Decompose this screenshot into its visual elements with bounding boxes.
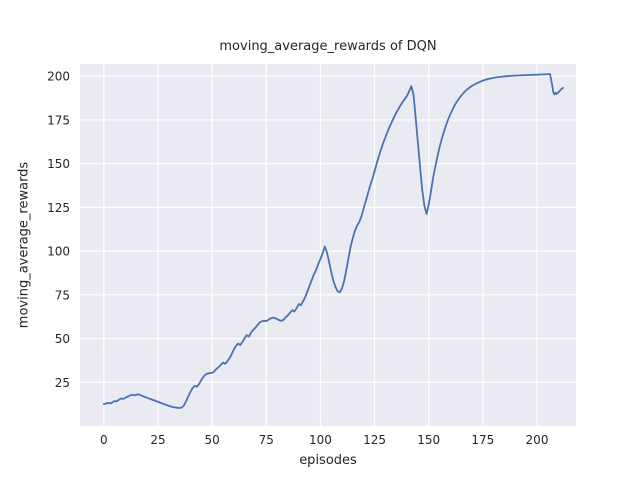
y-tick-label: 150 xyxy=(47,157,70,171)
x-tick-label: 50 xyxy=(204,433,219,447)
x-tick-label: 75 xyxy=(259,433,274,447)
x-tick-label: 175 xyxy=(471,433,494,447)
x-tick-label: 125 xyxy=(363,433,386,447)
reward-line xyxy=(102,73,564,409)
x-tick-label: 150 xyxy=(417,433,440,447)
chart-title: moving_average_rewards of DQN xyxy=(219,39,437,54)
x-axis-label: episodes xyxy=(299,453,357,468)
y-tick-label: 50 xyxy=(55,332,70,346)
plot-background xyxy=(80,64,576,426)
x-tick-label: 100 xyxy=(309,433,332,447)
y-axis-label: moving_average_rewards xyxy=(16,161,32,329)
x-tick-label: 25 xyxy=(150,433,165,447)
y-tick-label: 125 xyxy=(47,201,70,215)
y-tick-label: 75 xyxy=(55,288,70,302)
y-tick-label: 25 xyxy=(55,376,70,390)
y-tick-label: 100 xyxy=(47,245,70,259)
y-tick-label: 175 xyxy=(47,113,70,127)
x-tick-label: 200 xyxy=(526,433,549,447)
y-tick-label: 200 xyxy=(47,70,70,84)
x-tick-label: 0 xyxy=(100,433,108,447)
